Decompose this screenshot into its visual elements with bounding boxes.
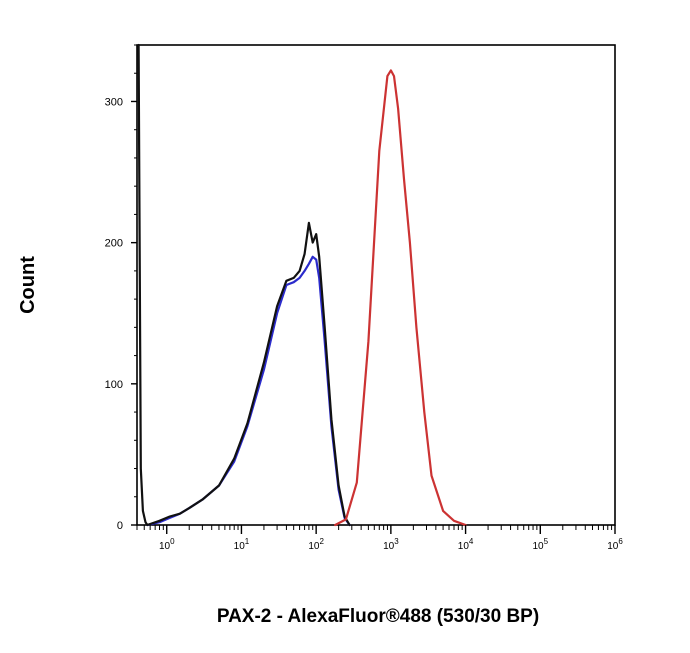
y-tick-label: 100 (105, 379, 123, 391)
x-tick-label: 100 (159, 537, 175, 552)
x-tick-label: 105 (532, 537, 548, 552)
x-tick-label: 106 (607, 537, 623, 552)
plot-frame (136, 44, 616, 526)
x-tick-label: 101 (234, 537, 250, 552)
y-axis-label: Count (17, 256, 39, 314)
axis-layer: 0 100 200 300 100 101 102 103 104 105 106 (105, 44, 623, 552)
x-axis-label: PAX-2 - AlexaFluor®488 (530/30 BP) (217, 606, 539, 627)
x-tick-label: 102 (308, 537, 324, 552)
y-tick-label: 300 (105, 96, 123, 108)
y-tick-label: 200 (105, 238, 123, 250)
x-tick-label: 104 (458, 537, 474, 552)
series-layer (137, 43, 467, 527)
series-line-3 (334, 69, 467, 527)
series-line-2 (137, 43, 351, 527)
x-tick-label: 103 (383, 537, 399, 552)
y-tick-label: 0 (117, 520, 123, 532)
